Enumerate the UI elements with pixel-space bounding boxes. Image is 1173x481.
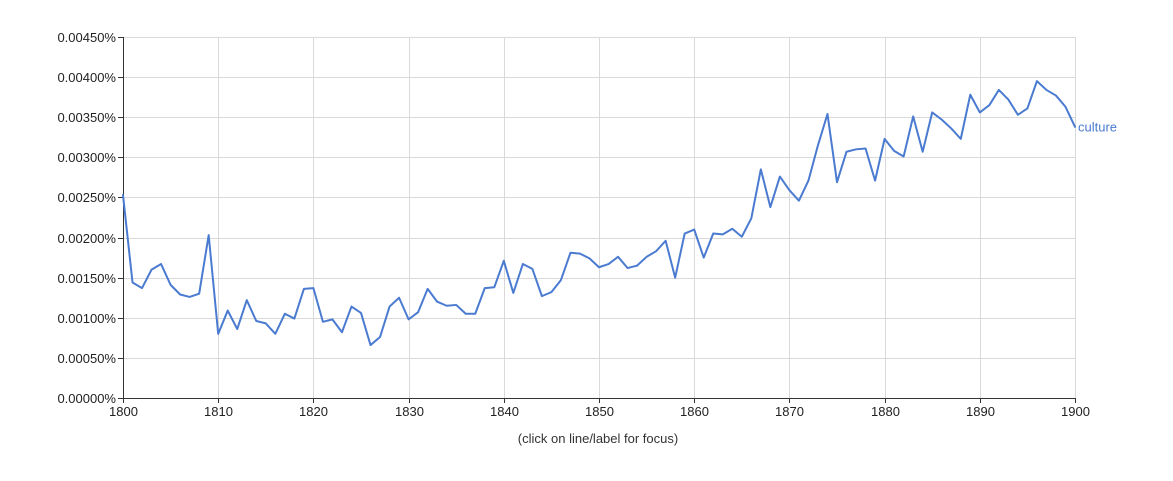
x-tick-label: 1860: [680, 404, 709, 419]
focus-hint-text: (click on line/label for focus): [518, 431, 678, 446]
x-tick-label: 1810: [204, 404, 233, 419]
axes: [118, 37, 1076, 403]
x-tick-label: 1870: [775, 404, 804, 419]
x-tick-label: 1850: [585, 404, 614, 419]
y-tick-label: 0.00400%: [57, 70, 116, 85]
y-tick-label: 0.00200%: [57, 231, 116, 246]
x-tick-label: 1820: [299, 404, 328, 419]
series-label-culture[interactable]: culture: [1078, 119, 1117, 134]
y-tick-label: 0.00250%: [57, 190, 116, 205]
gridlines: [123, 37, 1076, 398]
y-tick-label: 0.00150%: [57, 271, 116, 286]
y-tick-label: 0.00350%: [57, 110, 116, 125]
x-tick-label: 1840: [490, 404, 519, 419]
x-tick-label: 1800: [109, 404, 138, 419]
y-tick-label: 0.00050%: [57, 351, 116, 366]
y-tick-label: 0.00450%: [57, 30, 116, 45]
x-tick-label: 1830: [395, 404, 424, 419]
x-tick-label: 1880: [871, 404, 900, 419]
y-tick-label: 0.00100%: [57, 311, 116, 326]
x-tick-label: 1890: [966, 404, 995, 419]
series-line-culture[interactable]: [122, 80, 1076, 347]
series-labels[interactable]: culture: [1078, 119, 1117, 134]
series-lines[interactable]: [122, 80, 1076, 347]
y-tick-label: 0.00300%: [57, 150, 116, 165]
x-tick-label: 1900: [1061, 404, 1090, 419]
tick-labels: 0.00000% 0.00050% 0.00100% 0.00150% 0.00200%…: [57, 30, 1090, 419]
y-tick-label: 0.00000%: [57, 391, 116, 406]
